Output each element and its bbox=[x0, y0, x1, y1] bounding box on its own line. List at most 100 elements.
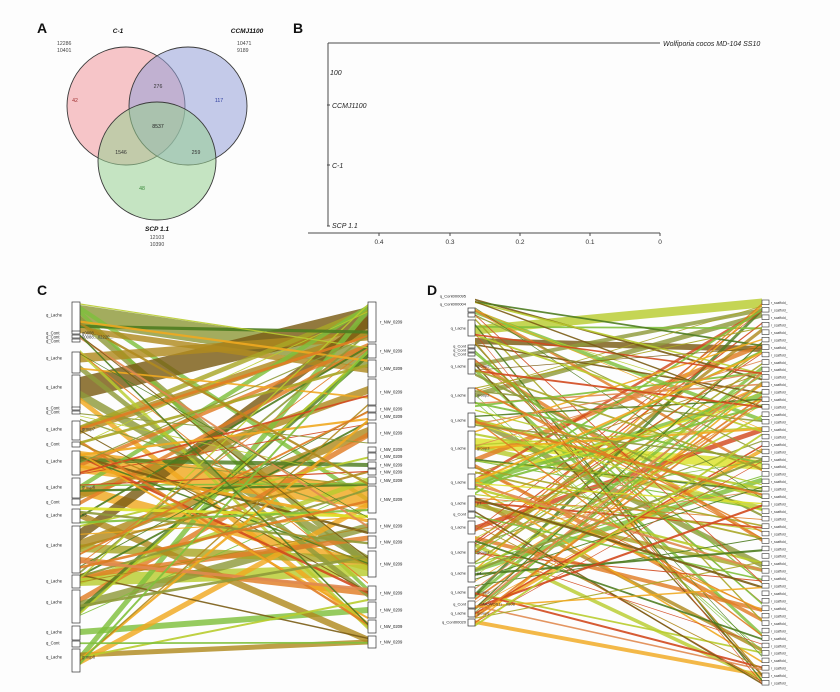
venn-outside-count: 12103 bbox=[150, 235, 165, 241]
query-scaffold-label: q_Lache bbox=[451, 590, 467, 595]
synteny-ribbon bbox=[475, 448, 762, 617]
synteny-ribbon bbox=[80, 320, 368, 362]
reference-scaffold-label: r_NW_0209 bbox=[380, 414, 403, 419]
query-scaffold-bar bbox=[467, 412, 476, 428]
venn-outside-count: 12286 bbox=[57, 41, 72, 47]
synteny-ribbon bbox=[80, 307, 368, 431]
query-scaffold-label: q_Cont bbox=[453, 352, 467, 357]
synteny-ribbon bbox=[80, 352, 368, 584]
synteny-ribbon bbox=[475, 369, 762, 409]
synteny-ribbon bbox=[80, 639, 368, 658]
venn-set-title: CCMJ1100 bbox=[231, 28, 264, 35]
reference-scaffold-square bbox=[761, 381, 770, 387]
query-scaffold-bar bbox=[467, 495, 476, 512]
reference-scaffold-label: r_scaffold_ bbox=[771, 413, 788, 417]
synteny-ribbon bbox=[475, 298, 762, 335]
query-scaffold-bar bbox=[71, 406, 81, 411]
query-scaffold-label-suffix: n3 bbox=[82, 513, 87, 518]
reference-scaffold-label: r_scaffold_ bbox=[771, 488, 788, 492]
reference-scaffold-bar bbox=[367, 619, 377, 634]
query-scaffold-label: q_Lache bbox=[451, 364, 467, 369]
reference-scaffold-label: r_scaffold_ bbox=[771, 540, 788, 544]
reference-scaffold-square bbox=[761, 598, 770, 604]
synteny-ribbon bbox=[80, 455, 368, 487]
tree-axis-tick-label: 0 bbox=[658, 239, 662, 246]
query-scaffold-bar bbox=[71, 525, 81, 574]
venn-outside-count: 10390 bbox=[150, 242, 165, 248]
reference-scaffold-bar bbox=[367, 485, 377, 514]
reference-scaffold-label: r_NW_0209 bbox=[380, 390, 403, 395]
synteny-ribbon bbox=[475, 381, 762, 611]
synteny-ribbon bbox=[475, 301, 762, 375]
reference-scaffold-bar bbox=[367, 550, 377, 578]
synteny-ribbon bbox=[80, 555, 368, 608]
reference-scaffold-label: r_scaffold_ bbox=[771, 316, 788, 320]
query-scaffold-bar bbox=[467, 586, 476, 599]
synteny-ribbon bbox=[80, 499, 368, 569]
query-scaffold-bar bbox=[71, 351, 81, 374]
query-scaffold-label: q_Cont bbox=[46, 410, 60, 415]
reference-scaffold-square bbox=[761, 366, 770, 373]
synteny-ribbon bbox=[80, 336, 368, 464]
synteny-ribbon bbox=[80, 303, 368, 349]
reference-scaffold-bar bbox=[367, 601, 377, 619]
panel-label-c: C bbox=[37, 282, 48, 298]
query-scaffold-label: q_Lache bbox=[46, 385, 63, 390]
synteny-ribbon bbox=[475, 486, 762, 663]
query-scaffold-bar bbox=[467, 387, 476, 404]
reference-scaffold-label: r_scaffold_ bbox=[771, 659, 788, 663]
synteny-ribbon bbox=[80, 502, 368, 665]
reference-scaffold-bar bbox=[367, 359, 377, 378]
synteny-ribbon bbox=[475, 561, 762, 619]
reference-scaffold-bar bbox=[367, 468, 377, 476]
synteny-ribbon bbox=[80, 477, 368, 585]
synteny-ribbon bbox=[475, 347, 762, 371]
query-scaffold-label: q_Lache bbox=[451, 571, 467, 576]
reference-scaffold-label: r_scaffold_ bbox=[771, 465, 788, 469]
reference-scaffold-square bbox=[761, 620, 770, 626]
query-scaffold-label: q_Lache bbox=[451, 480, 467, 485]
reference-scaffold-square bbox=[761, 523, 770, 529]
synteny-ribbon bbox=[475, 360, 762, 447]
query-scaffold-bar bbox=[467, 344, 476, 349]
venn-overlap-count: 259 bbox=[192, 150, 201, 156]
query-scaffold-bar bbox=[71, 410, 81, 415]
reference-scaffold-label: r_NW_0209 bbox=[380, 562, 403, 567]
query-scaffold-label: q_Lache bbox=[46, 459, 63, 464]
reference-scaffold-square bbox=[761, 463, 770, 470]
reference-scaffold-square bbox=[761, 627, 770, 634]
reference-scaffold-square bbox=[761, 344, 770, 350]
reference-scaffold-label: r_scaffold_ bbox=[771, 652, 788, 656]
query-scaffold-bar bbox=[467, 430, 476, 469]
tree-axis-tick-label: 0.4 bbox=[374, 239, 383, 246]
synteny-ribbon bbox=[475, 482, 762, 505]
panel-label-a: A bbox=[37, 20, 48, 36]
reference-scaffold-label: r_scaffold_ bbox=[771, 614, 788, 618]
reference-scaffold-label: r_NW_0209 bbox=[380, 540, 403, 545]
synteny-ribbon bbox=[80, 334, 368, 431]
query-scaffold-bar bbox=[467, 473, 476, 490]
synteny-ribbon bbox=[80, 353, 368, 518]
reference-scaffold-label: r_scaffold_ bbox=[771, 577, 788, 581]
reference-scaffold-label: r_NW_0209 bbox=[380, 608, 403, 613]
reference-scaffold-square bbox=[761, 575, 770, 581]
query-scaffold-label-suffix: _CAA(WOS1)…0808 bbox=[476, 602, 516, 607]
reference-scaffold-square bbox=[761, 583, 770, 589]
synteny-ribbon bbox=[475, 381, 762, 590]
synteny-ribbon bbox=[475, 350, 762, 605]
reference-scaffold-label: r_scaffold_ bbox=[771, 525, 788, 529]
query-scaffold-bar bbox=[467, 608, 476, 618]
tree-taxon-label: SCP 1.1 bbox=[332, 223, 358, 230]
query-scaffold-bar bbox=[71, 498, 81, 506]
reference-scaffold-square bbox=[761, 560, 770, 566]
query-scaffold-bar bbox=[71, 640, 81, 648]
query-scaffold-bar bbox=[71, 420, 81, 441]
synteny-ribbon bbox=[80, 322, 368, 486]
reference-scaffold-square bbox=[761, 553, 770, 559]
synteny-ribbon bbox=[475, 351, 762, 483]
synteny-ribbon bbox=[475, 458, 762, 572]
query-scaffold-bar bbox=[467, 348, 476, 353]
tree-taxon-label: CCMJ1100 bbox=[332, 103, 367, 110]
synteny-ribbon bbox=[475, 504, 762, 609]
